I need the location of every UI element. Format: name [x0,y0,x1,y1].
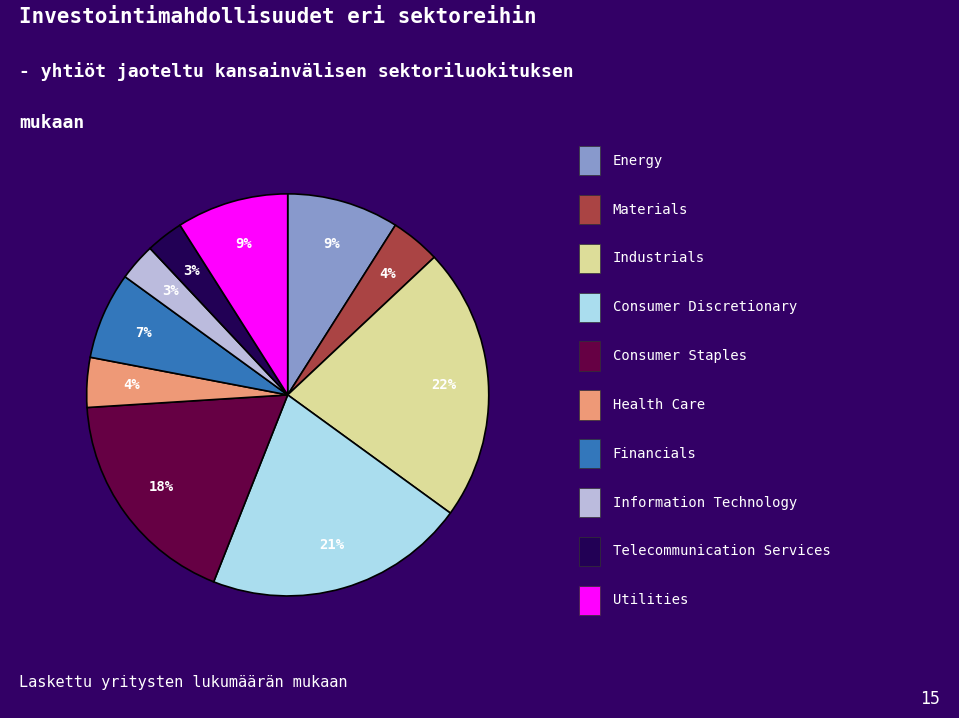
Text: Financials: Financials [613,447,696,461]
Text: 9%: 9% [236,238,252,251]
FancyBboxPatch shape [579,293,599,322]
Text: 3%: 3% [162,284,178,298]
FancyBboxPatch shape [579,391,599,419]
Text: 4%: 4% [379,267,396,281]
Wedge shape [288,257,489,513]
Wedge shape [90,276,288,395]
Text: Telecommunication Services: Telecommunication Services [613,544,830,559]
FancyBboxPatch shape [579,439,599,468]
Text: - yhtiöt jaoteltu kansainvälisen sektoriluokituksen: - yhtiöt jaoteltu kansainvälisen sektori… [19,62,573,80]
FancyBboxPatch shape [579,488,599,517]
Text: Laskettu yritysten lukumäärän mukaan: Laskettu yritysten lukumäärän mukaan [19,675,348,690]
Text: 21%: 21% [319,538,344,552]
Text: 4%: 4% [123,378,140,392]
Text: mukaan: mukaan [19,113,84,131]
Wedge shape [150,225,288,395]
FancyBboxPatch shape [579,195,599,224]
Text: Materials: Materials [613,202,689,217]
Text: 3%: 3% [183,264,200,278]
Text: 7%: 7% [135,326,152,340]
Text: Industrials: Industrials [613,251,705,266]
FancyBboxPatch shape [579,342,599,370]
FancyBboxPatch shape [579,146,599,175]
Text: Investointimahdollisuudet eri sektoreihin: Investointimahdollisuudet eri sektoreihi… [19,7,537,27]
Wedge shape [214,395,451,596]
Text: 18%: 18% [149,480,174,494]
Wedge shape [288,225,434,395]
Text: 15: 15 [920,689,940,708]
FancyBboxPatch shape [579,586,599,615]
Text: Consumer Discretionary: Consumer Discretionary [613,300,797,314]
Text: Health Care: Health Care [613,398,705,412]
Text: Energy: Energy [613,154,663,168]
Text: Consumer Staples: Consumer Staples [613,349,747,363]
FancyBboxPatch shape [579,244,599,273]
Wedge shape [87,395,288,582]
Text: Information Technology: Information Technology [613,495,797,510]
Wedge shape [180,194,288,395]
Text: 9%: 9% [323,238,339,251]
Text: 22%: 22% [432,378,456,392]
Wedge shape [125,248,288,395]
Wedge shape [288,194,395,395]
FancyBboxPatch shape [579,537,599,566]
Text: Utilities: Utilities [613,593,689,607]
Wedge shape [86,358,288,408]
